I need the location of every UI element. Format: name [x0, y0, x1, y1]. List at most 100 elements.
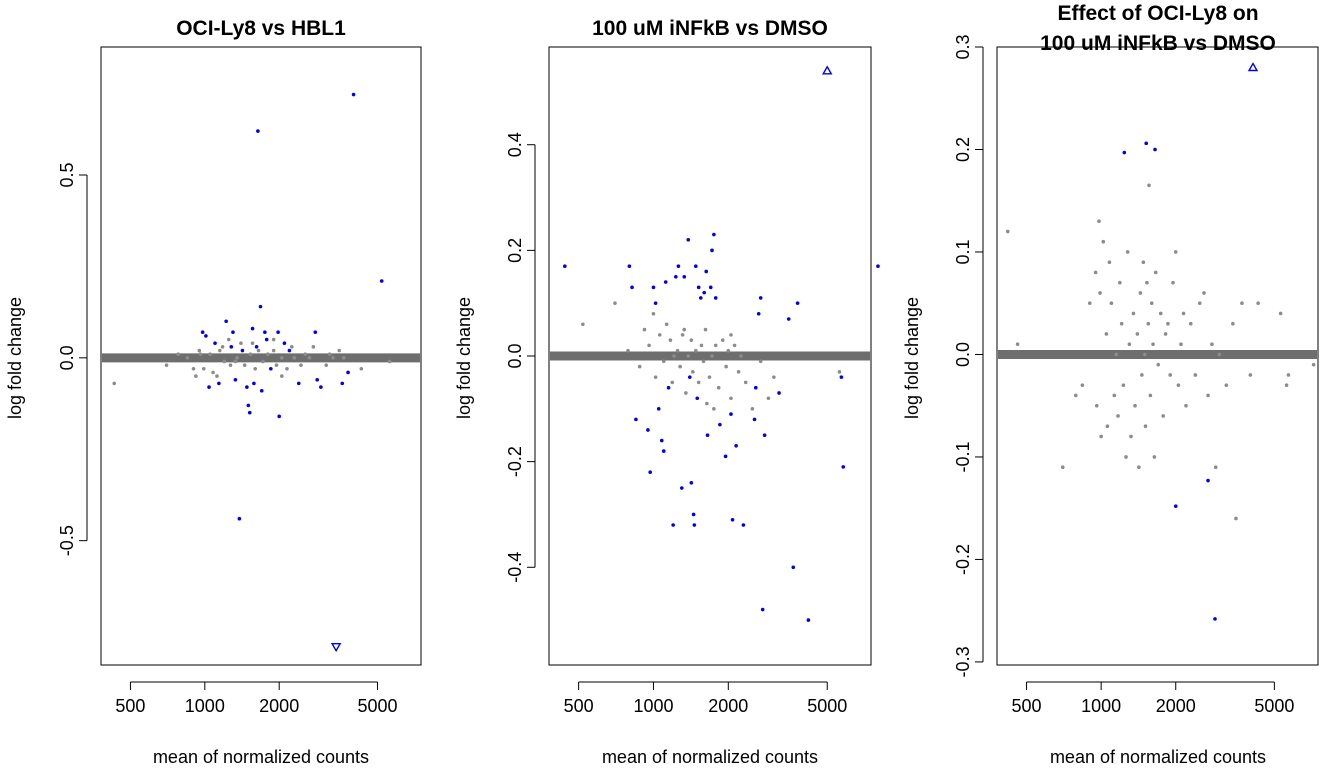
data-point	[201, 366, 206, 371]
data-point	[1158, 311, 1163, 316]
data-point	[1119, 321, 1124, 326]
data-point	[647, 343, 651, 348]
data-point	[311, 345, 316, 349]
data-point	[1284, 383, 1289, 388]
data-point-significant	[710, 248, 714, 253]
data-point	[1093, 270, 1098, 275]
x-tick-label: 5000	[807, 696, 847, 716]
data-point	[1141, 260, 1146, 265]
data-point	[222, 359, 227, 364]
data-point	[1286, 373, 1291, 377]
data-point-significant	[651, 285, 656, 290]
data-point-significant	[233, 377, 238, 382]
data-point-significant	[247, 410, 252, 415]
x-tick-label: 500	[564, 696, 594, 716]
data-point	[1112, 393, 1117, 398]
data-point	[710, 354, 714, 358]
panel-3: Effect of OCI-Ly8 on 100 uM iNFkB vs DMS…	[902, 2, 1319, 767]
data-point	[185, 356, 190, 360]
data-point-significant	[702, 290, 707, 295]
data-point	[678, 364, 682, 369]
data-point	[699, 343, 704, 348]
data-point-significant	[351, 92, 356, 97]
data-point-significant	[687, 375, 692, 379]
panel-1-xlabel: mean of normalized counts	[153, 747, 369, 767]
data-point	[1107, 260, 1112, 265]
data-point-significant	[686, 237, 691, 242]
data-point-significant	[630, 285, 634, 290]
data-point	[274, 363, 279, 367]
x-tick-label: 5000	[357, 696, 397, 716]
data-point	[226, 337, 231, 342]
data-point-significant	[231, 330, 235, 335]
y-tick-label: -0.1	[953, 441, 973, 472]
data-point	[1146, 321, 1151, 326]
data-point	[1121, 383, 1126, 388]
data-point-significant	[282, 341, 287, 346]
data-point	[1206, 393, 1210, 398]
data-point	[637, 364, 642, 369]
data-point	[707, 375, 712, 379]
data-point	[729, 333, 733, 337]
data-point-significant	[841, 465, 846, 469]
data-point	[191, 366, 196, 371]
data-point	[280, 356, 284, 360]
x-tick-label: 2000	[1156, 696, 1196, 716]
data-point-significant	[315, 377, 319, 382]
data-point-significant	[263, 330, 267, 335]
panel-2: 100 uM iNFkB vs DMSO mean of normalized …	[454, 17, 880, 767]
data-point	[750, 407, 755, 411]
data-point	[220, 345, 225, 349]
data-point-significant	[379, 279, 384, 283]
panel-1-title: OCI-Ly8 vs HBL1	[176, 17, 346, 40]
data-point-significant	[217, 381, 221, 386]
data-point	[387, 359, 392, 364]
data-point	[1099, 434, 1103, 439]
data-point	[1168, 373, 1173, 377]
data-point	[271, 337, 276, 342]
data-point-significant	[346, 370, 350, 375]
panel-1-plot: 500 1000 2000 5000 -0.5 0.0 0.5	[57, 46, 422, 716]
data-point	[1101, 239, 1106, 244]
data-point-significant	[313, 330, 318, 335]
data-point-significant	[276, 330, 280, 335]
data-point	[303, 352, 308, 356]
data-point	[1240, 301, 1244, 306]
data-point-significant	[296, 381, 301, 386]
y-tick-label: 0.5	[57, 162, 77, 187]
data-point	[1210, 342, 1214, 347]
data-point	[713, 343, 718, 348]
data-point	[664, 322, 669, 327]
data-point-significant	[753, 385, 758, 390]
data-point	[1140, 373, 1144, 377]
panel-2-xlabel: mean of normalized counts	[602, 747, 818, 767]
y-tick-label: 0.0	[953, 342, 973, 367]
data-point	[680, 333, 685, 337]
data-point	[724, 364, 728, 369]
data-point	[716, 385, 721, 390]
data-point	[1060, 465, 1065, 469]
data-point	[703, 327, 708, 332]
data-point	[299, 363, 303, 367]
data-point-significant	[563, 264, 567, 269]
data-point-significant	[752, 417, 757, 422]
data-point	[1156, 362, 1161, 367]
data-point	[248, 352, 253, 356]
data-point-significant	[679, 486, 684, 490]
data-point	[726, 348, 731, 353]
data-point	[1217, 352, 1222, 357]
data-point	[292, 356, 296, 360]
data-point-significant	[741, 523, 746, 527]
data-point	[1135, 332, 1140, 336]
data-point-significant	[256, 129, 260, 133]
data-point	[1166, 321, 1170, 326]
data-point-significant	[734, 443, 738, 448]
data-point	[1152, 455, 1157, 459]
data-point	[696, 380, 701, 385]
data-point-significant	[674, 274, 678, 279]
data-point	[1161, 414, 1165, 418]
data-point	[242, 363, 247, 367]
data-point	[689, 338, 694, 342]
data-point	[720, 338, 725, 342]
